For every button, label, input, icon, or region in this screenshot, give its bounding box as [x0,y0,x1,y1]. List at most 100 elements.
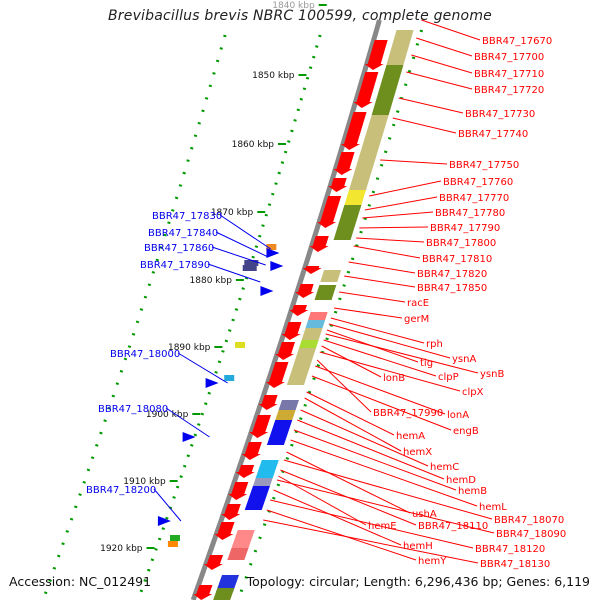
gene-leader-forward [323,339,437,377]
gene-label-reverse: BBR47_18080 [98,404,168,415]
cog-feature-bar [231,530,255,548]
gene-label-forward: tig [420,358,433,369]
feature-mark [235,342,246,348]
gene-leader-forward [263,519,479,564]
gene-leader-forward [339,291,406,303]
gene-leader-forward [421,19,481,41]
gene-label-reverse: BBR47_17840 [148,228,218,239]
forward-gene-arrow [281,322,302,340]
gene-label-forward: BBR47_17670 [482,36,552,47]
reverse-gene-arrow [266,248,280,258]
forward-gene-arrow [265,362,289,388]
gene-leader-forward [286,451,411,514]
gene-label-forward: BBR47_17810 [422,254,492,265]
gene-leader-forward [278,475,367,526]
gene-leader-forward [321,345,382,378]
gene-label-forward: hemB [458,486,487,497]
gc-skew-track-right [236,29,424,600]
gene-leader-forward [416,37,473,57]
gene-label-forward: hemL [479,502,507,513]
forward-gene-arrow [309,236,329,252]
gene-label-forward: rph [426,339,443,350]
scale-label: 1900 kbp [146,410,189,420]
gene-leader-reverse [215,231,269,258]
gene-label-forward: engB [453,426,479,437]
gene-label-forward: BBR47_17710 [474,69,544,80]
gene-leader-reverse [177,352,228,384]
cog-feature-bar [305,320,326,328]
gene-leader-reverse [211,246,266,266]
cog-feature-bar [344,190,367,205]
reverse-gene-arrow [205,378,219,388]
forward-gene-arrow [193,585,213,600]
forward-gene-arrow [228,482,249,500]
gene-label-forward: BBR47_17740 [458,129,528,140]
accession-label: Accession: NC_012491 [9,574,152,589]
gene-label-forward: lonA [447,410,469,421]
gene-leader-forward [333,307,403,319]
forward-gene-arrow [295,284,315,298]
cog-feature-bar [255,460,279,478]
forward-gene-arrow [333,152,355,175]
forward-gene-arrow [275,342,296,360]
gene-leader-forward [316,359,372,413]
scale-label: 1850 kbp [252,71,295,81]
reverse-gene-arrow [260,286,274,296]
gene-label-forward: racE [407,298,429,309]
reverse-gene-arrow [157,516,171,526]
scale-label: 1920 kbp [100,544,143,554]
reverse-gene-block [244,260,259,266]
scale-label: 1910 kbp [123,477,166,487]
forward-gene-arrow [241,442,262,460]
gene-label-reverse: BBR47_17890 [140,260,210,271]
cog-feature-bar [371,65,404,115]
forward-gene-arrow [353,72,379,108]
gene-leader-forward [266,509,417,561]
forward-gene-arrow [221,504,241,520]
reverse-gene-arrow [270,261,284,271]
gene-leader-reverse [207,263,261,283]
gene-leader-forward [273,489,402,546]
gene-label-forward: BBR47_17700 [474,52,544,63]
gene-label-forward: hemC [430,462,459,473]
forward-gene-arrow [235,465,255,478]
forward-gene-arrow [258,395,278,410]
gene-label-forward: gerM [404,314,429,325]
gene-leader-forward [362,211,434,219]
gene-label-forward: BBR47_18070 [494,515,564,526]
gene-label-forward: BBR47_18120 [475,544,545,555]
gene-leader-forward [392,117,457,134]
gene-leader-forward [356,237,425,243]
forward-gene-arrow [328,178,348,192]
cog-feature-bar [314,285,337,300]
gene-label-reverse: BBR47_18200 [86,485,156,496]
gene-leader-forward [293,429,457,491]
cog-feature-bar [278,400,299,410]
gene-leader-forward [398,97,464,114]
gene-leader-reverse [153,488,182,522]
gene-label-forward: ysnB [480,369,504,380]
gene-leader-forward [297,419,445,480]
gene-leader-forward [348,261,416,274]
scale-label: 1870 kbp [211,208,254,218]
gene-label-forward: ushA [412,509,437,520]
gc-skew-track-outer [41,34,227,600]
gene-leader-forward [411,54,473,74]
cog-feature-bar [349,115,389,190]
gene-leader-forward [406,71,473,90]
gene-label-forward: BBR47_17790 [430,223,500,234]
gene-leader-forward [380,159,448,165]
cog-feature-bar [252,478,273,486]
forward-gene-arrow [289,305,309,316]
gene-label-forward: hemX [403,447,432,458]
gene-leader-forward [276,479,495,534]
forward-gene-arrow [317,196,342,228]
cog-feature-bar [216,575,240,592]
gene-label-forward: BBR47_17770 [439,193,509,204]
gene-label-forward: hemY [418,556,447,567]
feature-mark [224,375,235,381]
forward-gene-arrow [364,40,388,70]
gene-leader-forward [304,397,402,452]
gene-label-forward: hemH [403,541,433,552]
